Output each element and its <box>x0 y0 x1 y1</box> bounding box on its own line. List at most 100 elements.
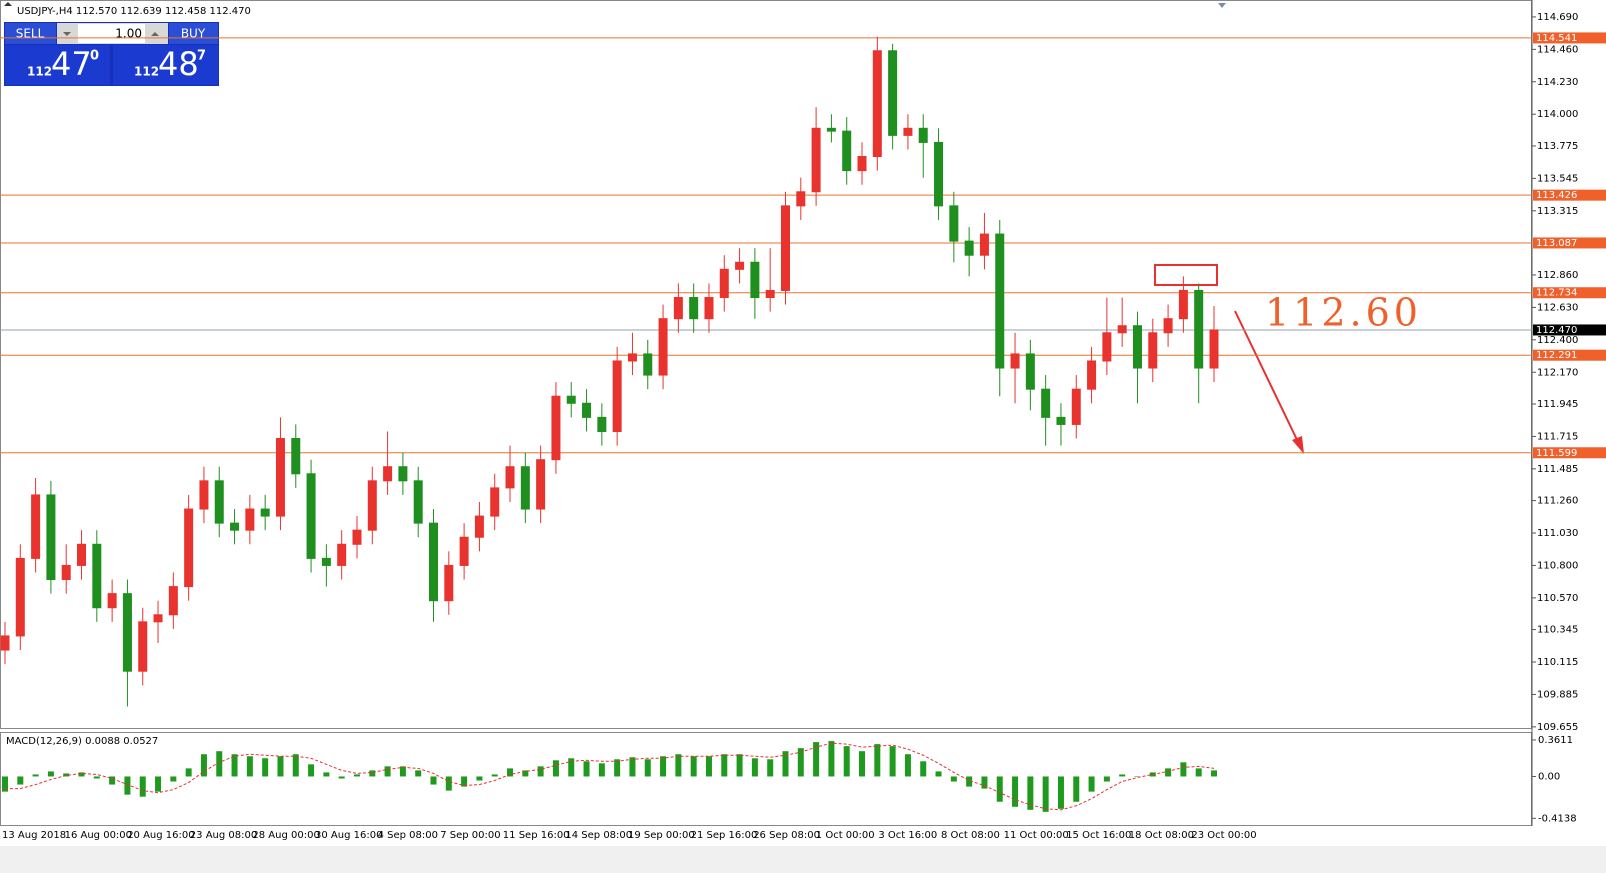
candle-body <box>260 508 270 517</box>
x-tick-label: 18 Oct 08:00 <box>1129 830 1194 841</box>
macd-bar <box>369 770 376 777</box>
y-tick-label: 110.345 <box>1537 625 1578 636</box>
candle-body <box>857 156 867 172</box>
macd-bar <box>185 768 192 777</box>
lot-up[interactable] <box>151 32 159 36</box>
candle-body <box>337 543 347 566</box>
x-tick-label: 15 Oct 16:00 <box>1066 830 1131 841</box>
candle-body <box>811 127 821 193</box>
macd-bar <box>47 771 54 777</box>
y-tick-label: 111.030 <box>1537 528 1578 539</box>
candle-body <box>444 564 454 602</box>
x-tick-label: 1 Oct 00:00 <box>816 830 875 841</box>
y-tick-label: 113.775 <box>1537 141 1578 152</box>
sell-button[interactable] <box>5 23 56 44</box>
level-label: 113.087 <box>1536 238 1577 249</box>
macd-bar <box>828 741 835 777</box>
macd-bar <box>675 754 682 777</box>
macd-bar <box>568 758 575 777</box>
annotation: 112.60 <box>1265 291 1422 335</box>
lot-value: 1.00 <box>115 27 142 41</box>
candle-body <box>352 529 362 545</box>
shift-marker <box>1218 3 1226 8</box>
candle-body <box>107 593 117 609</box>
candle-body <box>627 353 637 362</box>
macd-y-tick-label: 0.3611 <box>1538 735 1573 746</box>
sell-label: SELL <box>16 27 45 41</box>
current-price-label: 112.470 <box>1536 325 1577 336</box>
candle-body <box>964 240 974 256</box>
candle-body <box>979 233 989 256</box>
candle-body <box>689 297 699 320</box>
candle-body <box>1071 388 1081 425</box>
macd-bar <box>445 776 452 791</box>
trade-panel: SELL 1.00 BUY 112 47 0 112 48 7 <box>4 22 219 86</box>
y-tick-label: 113.315 <box>1537 206 1578 217</box>
candle-body <box>673 297 683 320</box>
macd-bar <box>874 744 881 777</box>
candle-body <box>1132 325 1142 369</box>
candle-body <box>306 473 316 559</box>
candle-body <box>321 557 331 566</box>
macd-bar <box>2 776 8 792</box>
macd-bar <box>262 758 269 777</box>
macd-bar <box>751 758 758 777</box>
x-tick-label: 14 Sep 08:00 <box>565 830 632 841</box>
level-label: 111.599 <box>1536 448 1577 459</box>
level-label-bg <box>1533 237 1606 249</box>
candle-body <box>1194 289 1204 369</box>
y-tick-label: 112.860 <box>1537 270 1578 281</box>
candle-body <box>199 480 209 510</box>
macd-bar <box>690 756 697 777</box>
macd-bar <box>63 773 70 777</box>
lot-down[interactable] <box>63 32 71 36</box>
candle-body <box>903 127 913 136</box>
level-label-bg <box>1533 447 1606 459</box>
candle-body <box>490 487 500 517</box>
y-tick-label: 111.485 <box>1537 464 1578 475</box>
candle-body <box>949 205 959 242</box>
candle-body <box>765 289 775 299</box>
level-label-bg <box>1533 189 1606 201</box>
candle-body <box>872 50 882 158</box>
candle-body <box>92 543 102 609</box>
y-tick-label: 110.570 <box>1537 593 1578 604</box>
buy-button[interactable] <box>169 23 218 44</box>
macd-bar <box>1027 776 1034 810</box>
candle-body <box>1010 353 1020 369</box>
y-tick-label: 112.630 <box>1537 302 1578 313</box>
macd-bar <box>996 776 1003 802</box>
bid-main: 47 <box>51 45 92 83</box>
candle-body <box>566 395 576 404</box>
x-tick-label: 28 Aug 00:00 <box>252 830 319 841</box>
macd-bar <box>507 768 514 777</box>
macd-bar <box>537 766 544 777</box>
macd-bar <box>598 763 605 777</box>
macd-bar <box>629 757 636 777</box>
y-tick-label: 113.545 <box>1537 173 1578 184</box>
macd-bar <box>1134 776 1141 777</box>
macd-bar <box>614 759 621 777</box>
candle-body <box>780 205 790 291</box>
candle-body <box>1087 360 1097 390</box>
candle-body <box>888 50 898 136</box>
macd-bar <box>782 751 789 777</box>
x-tick-label: 16 Aug 00:00 <box>65 830 132 841</box>
macd-bar <box>1057 776 1064 809</box>
level-label: 113.426 <box>1536 190 1577 201</box>
macd-bar <box>277 756 284 777</box>
macd-bar <box>767 759 774 777</box>
candle-body <box>582 402 592 418</box>
bid-box[interactable] <box>5 45 110 85</box>
macd-bar <box>705 756 712 777</box>
macd-bar <box>170 776 177 782</box>
macd-y-tick-label: 0.00 <box>1538 771 1560 782</box>
macd-bar <box>859 751 866 777</box>
macd-bar <box>308 764 315 777</box>
macd-bar <box>399 766 406 777</box>
candle-body <box>367 480 377 531</box>
x-tick-label: 20 Aug 16:00 <box>127 830 194 841</box>
candle-body <box>520 466 530 510</box>
ask-box[interactable] <box>113 45 218 85</box>
candle-body <box>995 233 1005 369</box>
